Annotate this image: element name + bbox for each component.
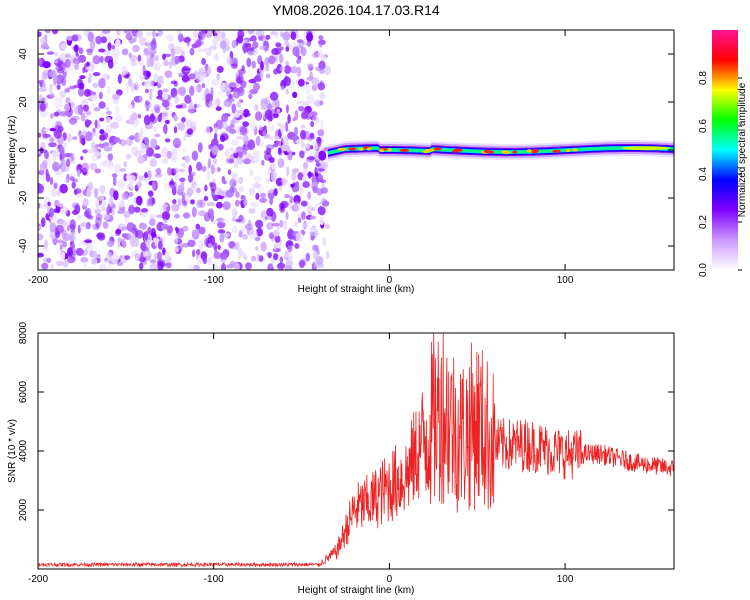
colorbar-tick-label: 0.4 (698, 167, 709, 181)
x-tick-label: -100 (204, 275, 224, 286)
x-tick-label: 0 (387, 574, 393, 585)
y-tick-label: 6000 (18, 380, 29, 403)
y-tick-label: 20 (18, 96, 29, 108)
signal-band (327, 140, 674, 161)
colorbar-ticks: 0.0 0.2 0.4 0.6 0.8 (698, 71, 742, 277)
colorbar-tick-label: 0.2 (698, 215, 709, 229)
y-tick-label: -20 (18, 190, 29, 205)
snr-panel: -200 -100 0 100 2000 4000 6000 8000 Height of … (7, 321, 675, 596)
snr-y-label: SNR (10 * v/v) (7, 419, 18, 483)
x-tick-label: 100 (557, 574, 574, 585)
y-tick-label: 4000 (18, 439, 29, 462)
x-tick-label: 100 (557, 275, 574, 286)
y-tick-label: 2000 (18, 498, 29, 521)
spectrogram-y-label: Frequency (Hz) (7, 116, 18, 185)
y-tick-label: -40 (18, 238, 29, 253)
snr-series-line (38, 333, 674, 568)
snr-y-ticks: 2000 4000 6000 8000 (18, 321, 674, 521)
x-tick-label: 0 (387, 275, 393, 286)
colorbar-gradient (712, 30, 738, 270)
x-tick-label: -200 (28, 574, 48, 585)
y-tick-label: 8000 (18, 321, 29, 344)
snr-x-label: Height of straight line (km) (298, 585, 415, 596)
colorbar-tick-label: 0.6 (698, 119, 709, 133)
spectrogram-y-ticks: -40 -20 0 20 40 (18, 48, 674, 253)
colorbar-label: Normalized spectral amplitude (737, 82, 748, 217)
figure-title: YM08.2026.104.17.03.R14 (272, 2, 440, 18)
x-tick-label: -100 (204, 574, 224, 585)
x-tick-label: -200 (28, 275, 48, 286)
noise-region (38, 30, 332, 270)
y-tick-label: 0 (18, 147, 29, 153)
colorbar: 0.0 0.2 0.4 0.6 0.8 Normalized spectral ampl… (698, 30, 748, 277)
colorbar-tick-label: 0.8 (698, 71, 709, 85)
colorbar-tick-label: 0.0 (698, 263, 709, 277)
y-tick-label: 40 (18, 48, 29, 60)
snr-x-ticks: -200 -100 0 100 (28, 333, 574, 585)
spectrogram-x-ticks: -200 -100 0 100 (28, 30, 574, 286)
spectrogram-x-label: Height of straight line (km) (298, 284, 415, 295)
